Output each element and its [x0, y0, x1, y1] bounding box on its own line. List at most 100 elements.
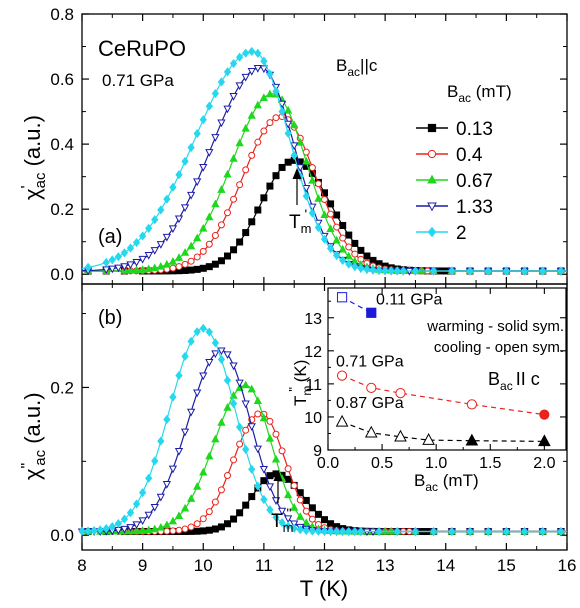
x-tick-label: 15 [497, 556, 516, 575]
data-point [144, 264, 153, 273]
pressure-label: 0.71 GPa [102, 71, 174, 90]
data-point [248, 218, 256, 226]
data-point [278, 518, 286, 528]
data-point [260, 477, 268, 485]
data-point [326, 526, 335, 537]
inset-data-point [335, 414, 349, 427]
inset-data-point [366, 307, 377, 318]
data-point [277, 507, 287, 516]
data-point [180, 204, 190, 213]
data-point [539, 266, 547, 276]
data-point [369, 265, 377, 275]
data-point [260, 127, 268, 135]
data-point [241, 380, 250, 389]
data-point [290, 142, 299, 151]
data-point [144, 511, 153, 520]
data-point [320, 234, 329, 244]
data-point [351, 262, 359, 272]
data-point [174, 215, 184, 224]
data-point [90, 526, 98, 536]
data-point [211, 134, 220, 142]
data-point [223, 351, 232, 360]
data-point [308, 175, 317, 184]
data-point [144, 251, 153, 260]
data-point [302, 496, 310, 504]
data-point [229, 93, 238, 101]
data-point [108, 522, 116, 532]
data-point [253, 396, 262, 404]
data-point [126, 508, 135, 518]
legend-marker [427, 226, 437, 238]
data-point [193, 389, 202, 398]
data-point [211, 434, 220, 443]
data-point [357, 263, 365, 273]
data-point [333, 223, 341, 231]
data-point [308, 504, 316, 512]
data-point [338, 244, 347, 253]
data-point [181, 266, 189, 274]
data-point [205, 240, 213, 248]
data-point [217, 418, 226, 426]
data-point [308, 515, 316, 523]
inset-note-warming: warming - solid sym. [426, 318, 564, 335]
data-point [290, 482, 298, 490]
data-point [290, 523, 298, 533]
inset-data-point [466, 399, 477, 410]
panel-b-y-label: χ"ac (a.u.) [19, 392, 49, 480]
inset-axes: 0.0 0.5 1.0 1.5 2.0 9 10 11 12 13 [304, 288, 566, 472]
y-tick-label: 0.8 [50, 5, 74, 24]
data-point [156, 522, 165, 531]
data-point [296, 164, 305, 172]
data-point [168, 256, 178, 265]
data-point [254, 48, 262, 58]
sample-name: CeRuPO [98, 36, 186, 61]
data-point [327, 210, 335, 218]
data-point [284, 521, 292, 531]
data-point [339, 255, 347, 266]
data-point [520, 526, 529, 537]
data-point [314, 510, 322, 518]
data-point [448, 266, 456, 276]
legend-item-2: 2 [416, 223, 467, 244]
data-point [272, 512, 280, 522]
legend-marker [427, 123, 437, 133]
legend-item-0.13: 0.13 [416, 119, 493, 140]
data-point [187, 266, 195, 274]
legend-label: 0.67 [456, 171, 493, 192]
data-point [96, 525, 104, 535]
data-point [138, 488, 147, 498]
data-point [217, 119, 226, 128]
data-point [163, 414, 171, 425]
data-point [484, 266, 492, 276]
data-point [217, 347, 226, 356]
y-tick-label: 0.6 [50, 70, 74, 89]
data-point [138, 265, 147, 273]
data-point [411, 266, 420, 276]
legend: 0.13 0.4 0.67 1.33 2 [416, 119, 493, 244]
data-point [108, 265, 117, 274]
data-point [235, 422, 244, 432]
data-point [114, 264, 123, 273]
data-point [199, 515, 207, 523]
x-tick-label: 12 [315, 556, 334, 575]
data-point [241, 123, 250, 132]
data-point [175, 526, 183, 534]
data-point [448, 526, 456, 537]
data-point [168, 225, 178, 234]
data-point [126, 243, 135, 253]
data-point [557, 266, 565, 276]
data-point [162, 259, 172, 268]
data-point [162, 233, 172, 242]
data-point [345, 243, 353, 251]
data-point [193, 520, 201, 528]
panel-b-tag: (b) [98, 307, 122, 329]
data-point [199, 115, 207, 125]
data-point [175, 371, 183, 381]
data-point [205, 149, 214, 157]
data-point [126, 265, 135, 274]
data-point [272, 114, 280, 122]
x-tick-label: 10 [194, 556, 213, 575]
data-point [314, 526, 323, 536]
data-point [211, 498, 219, 506]
